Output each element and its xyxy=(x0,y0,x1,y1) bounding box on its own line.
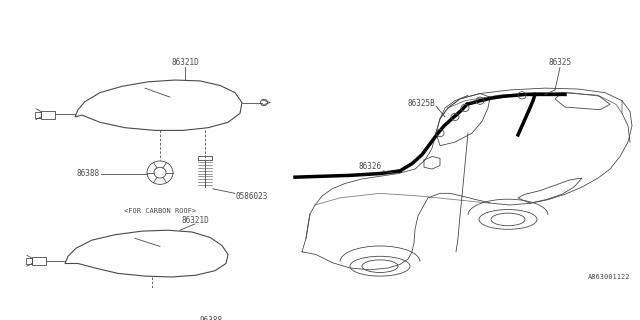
Bar xyxy=(26,258,32,264)
Text: 86388: 86388 xyxy=(77,169,100,178)
Text: 86326: 86326 xyxy=(359,162,382,171)
Text: 86325: 86325 xyxy=(548,59,572,68)
Bar xyxy=(35,111,41,118)
Bar xyxy=(32,257,46,265)
Bar xyxy=(41,111,55,119)
Text: 86321D: 86321D xyxy=(171,59,199,68)
Text: <FOR CARBON ROOF>: <FOR CARBON ROOF> xyxy=(124,208,196,214)
Text: 0586023: 0586023 xyxy=(235,192,268,201)
Text: 96388: 96388 xyxy=(200,316,223,320)
Text: A863001122: A863001122 xyxy=(588,274,630,280)
Text: 86325B: 86325B xyxy=(407,99,435,108)
Text: 86321D: 86321D xyxy=(181,216,209,225)
